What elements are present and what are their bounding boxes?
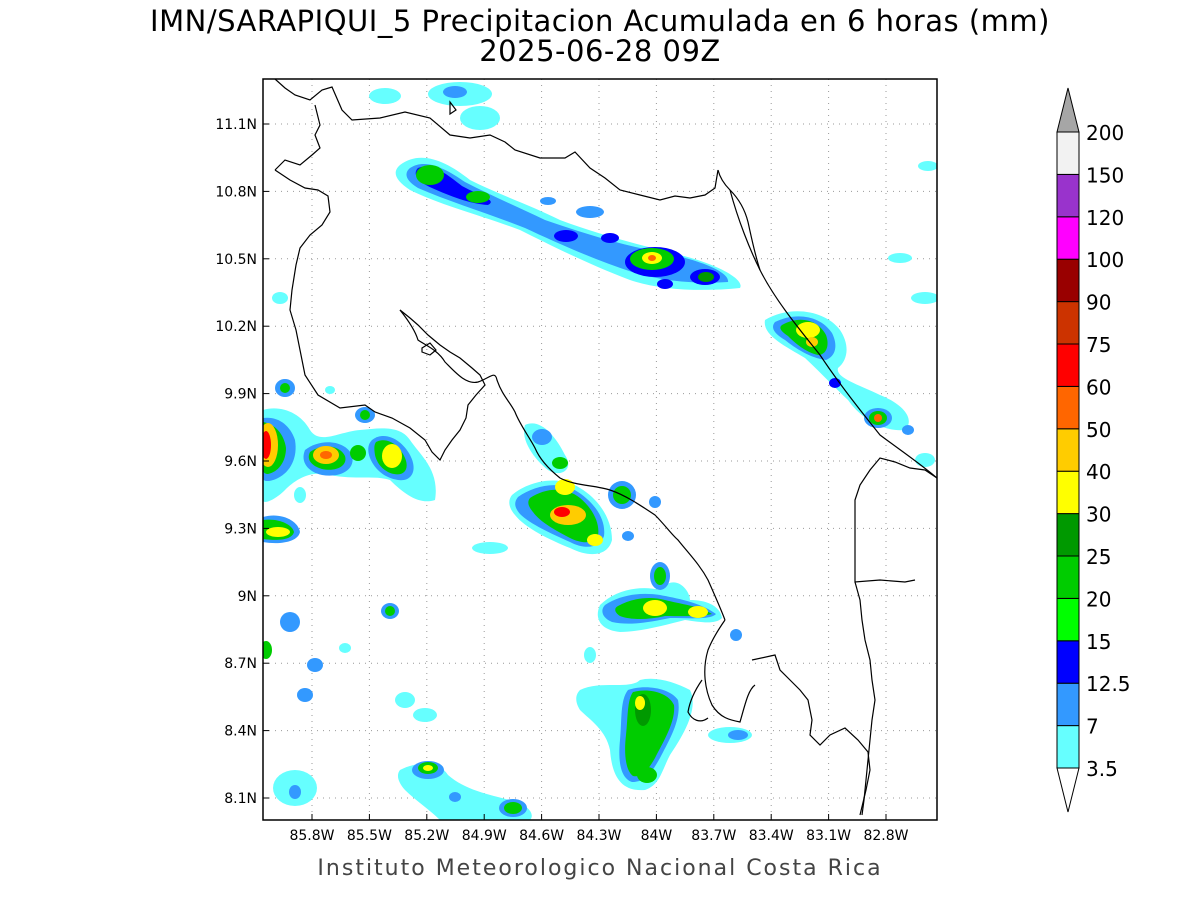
legend-label: 90: [1086, 291, 1111, 315]
legend-swatch: [1056, 682, 1080, 727]
rain-band-central: [472, 423, 742, 641]
map-credit: Instituto Meteorologico Nacional Costa R…: [317, 856, 883, 881]
legend-min-arrow: [1056, 767, 1080, 813]
map-frame: [262, 78, 938, 821]
legend-swatch: [1056, 470, 1080, 515]
legend-swatch: [1056, 216, 1080, 260]
color-legend: 3.5 7 12.5 15 20 25 30 40 50 60 75 90 100 120 150 200: [1056, 87, 1131, 813]
legend-label: 200: [1086, 121, 1124, 145]
legend-label: 12.5: [1086, 672, 1131, 696]
lat-tick-label: 9.9N: [224, 387, 257, 403]
lon-tick-label: 84.3W: [576, 828, 621, 844]
legend-label: 60: [1086, 375, 1111, 399]
lon-tick-label: 85.8W: [289, 828, 334, 844]
lon-tick-label: 83.7W: [691, 828, 736, 844]
legend-label: 50: [1086, 418, 1111, 442]
legend-swatch: [1056, 640, 1080, 684]
lat-tick-label: 11.1N: [215, 117, 257, 133]
rain-cell: [460, 106, 500, 130]
rain-cluster-west: [263, 292, 436, 544]
legend-label: 7: [1086, 715, 1099, 739]
legend-swatch: [1056, 301, 1080, 345]
legend-max-arrow: [1056, 87, 1080, 133]
lat-tick-label: 10.8N: [215, 184, 257, 200]
rain-band-north: [395, 157, 741, 290]
legend-swatch: [1056, 513, 1080, 557]
legend-label: 40: [1086, 460, 1111, 484]
rain-cells-southwest: [263, 603, 532, 820]
legend-label: 3.5: [1086, 757, 1118, 781]
lat-tick-label: 9N: [238, 589, 257, 605]
lon-tick-label: 85.5W: [347, 828, 392, 844]
lat-tick-label: 9.6N: [224, 454, 257, 470]
rain-cell: [443, 86, 467, 98]
rain-cell: [369, 88, 401, 104]
legend-swatch: [1056, 428, 1080, 472]
map-title: IMN/SARAPIQUI_5 Precipitacion Acumulada …: [150, 4, 1050, 38]
latitude-ticks: 8.1N 8.4N 8.7N 9N 9.3N 9.6N 9.9N 10.2N 10.5N 10.8…: [215, 117, 269, 807]
legend-label: 100: [1086, 248, 1124, 272]
rain-cluster-south: [576, 647, 752, 791]
legend-label: 25: [1086, 545, 1111, 569]
lon-tick-label: 82.8W: [863, 828, 908, 844]
lat-tick-label: 9.3N: [224, 521, 257, 537]
lat-tick-label: 8.7N: [224, 656, 257, 672]
legend-swatch: [1056, 385, 1080, 430]
rain-band-caribbean: [764, 161, 937, 467]
lat-tick-label: 10.5N: [215, 252, 257, 268]
legend-swatch: [1056, 258, 1080, 303]
legend-label: 15: [1086, 630, 1111, 654]
lon-tick-label: 84.6W: [519, 828, 564, 844]
legend-swatch: [1056, 725, 1080, 769]
longitude-ticks: 85.8W 85.5W 85.2W 84.9W 84.6W 84.3W 84W 83.7W 83…: [289, 814, 909, 844]
lon-tick-label: 83.1W: [806, 828, 851, 844]
precipitation-field: [263, 82, 937, 820]
legend-label: 120: [1086, 206, 1124, 230]
legend-label: 75: [1086, 333, 1111, 357]
lat-tick-label: 8.1N: [224, 791, 257, 807]
lat-tick-label: 10.2N: [215, 319, 257, 335]
lon-tick-label: 83.4W: [749, 828, 794, 844]
legend-label: 30: [1086, 503, 1111, 527]
legend-label: 150: [1086, 163, 1124, 187]
lon-tick-label: 85.2W: [404, 828, 449, 844]
legend-swatch: [1056, 173, 1080, 218]
legend-swatch: [1056, 555, 1080, 599]
legend-swatch: [1056, 131, 1080, 175]
map-valid-time: 2025-06-28 09Z: [479, 34, 721, 68]
lon-tick-label: 84W: [641, 828, 673, 844]
coastlines-and-borders: [274, 79, 937, 816]
legend-label: 20: [1086, 587, 1111, 611]
legend-swatch: [1056, 343, 1080, 387]
legend-swatch: [1056, 597, 1080, 642]
lon-tick-label: 84.9W: [462, 828, 507, 844]
lat-tick-label: 8.4N: [224, 724, 257, 740]
